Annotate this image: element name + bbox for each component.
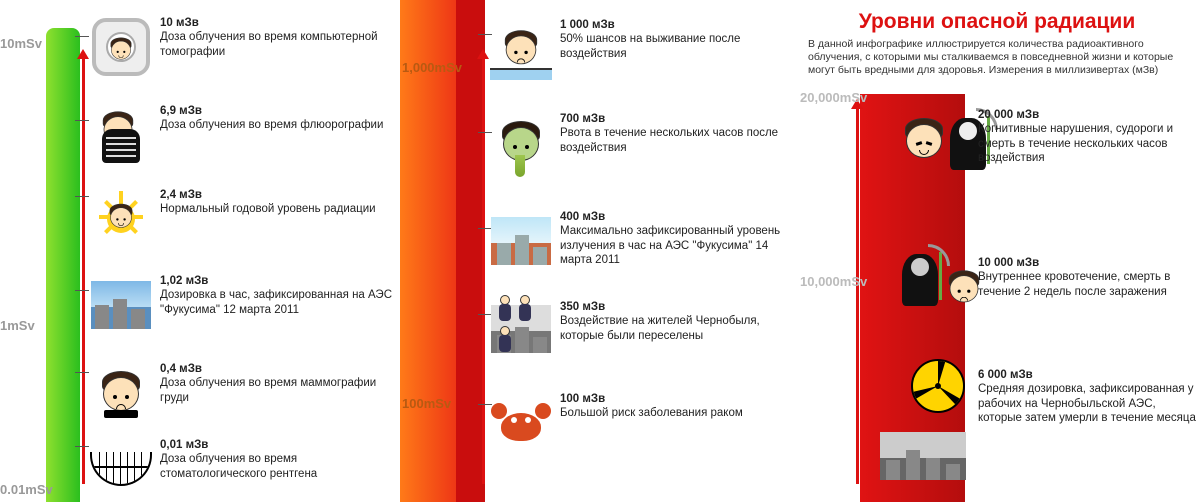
sun-icon	[90, 188, 152, 250]
entry-text: 1,02 мЗвДозировка в час, зафиксированная…	[160, 274, 396, 317]
arrow-up-low	[82, 58, 85, 484]
column-mid: 1,000mSv 100mSv 1 000 мЗв50% шансов на в…	[400, 0, 800, 502]
ct-scan-icon	[90, 16, 152, 78]
tick	[75, 446, 89, 447]
scale-label: 1mSv	[0, 318, 35, 333]
entries-mid: 1 000 мЗв50% шансов на выживание после в…	[490, 0, 796, 502]
scale-label: 1,000mSv	[402, 60, 462, 75]
entry-6000msv: 6 000 мЗвСредняя дозировка, зафиксирован…	[970, 368, 1196, 430]
vomit-icon	[490, 112, 552, 174]
entry-700msv: 700 мЗвРвота в течение нескольких часов …	[490, 112, 796, 174]
entry-text: 350 мЗвВоздействие на жителей Чернобыля,…	[560, 300, 796, 343]
radiation-symbol-icon	[900, 348, 975, 423]
entries-high: 20 000 мЗвКогнитивные нарушения, судорог…	[970, 0, 1196, 502]
entry-text: 20 000 мЗвКогнитивные нарушения, судорог…	[978, 108, 1196, 166]
entries-low: 10 мЗвДоза облучения во время компьютерн…	[90, 0, 396, 502]
crab-icon	[490, 392, 552, 454]
arrow-up-high	[856, 108, 859, 484]
fukushima-plant-icon	[490, 210, 552, 272]
entry-annual: 2,4 мЗвНормальный годовой уровень радиац…	[90, 188, 396, 250]
entry-text: 10 000 мЗвВнутреннее кровотечение, смерт…	[978, 256, 1196, 299]
entry-text: 6 000 мЗвСредняя дозировка, зафиксирован…	[978, 368, 1196, 426]
tick	[75, 372, 89, 373]
entry-text: 2,4 мЗвНормальный годовой уровень радиац…	[160, 188, 376, 217]
column-low: 10mSv 1mSv 0.01mSv 10 мЗвДоза облучения …	[0, 0, 400, 502]
entry-100msv: 100 мЗвБольшой риск заболевания раком	[490, 392, 796, 454]
tick	[75, 120, 89, 121]
entry-1000msv: 1 000 мЗв50% шансов на выживание после в…	[490, 18, 796, 80]
mammography-icon	[90, 362, 152, 424]
scale-label: 100mSv	[402, 396, 451, 411]
arrow-up-mid	[482, 58, 485, 484]
column-high: Уровни опасной радиации В данной инфогра…	[800, 0, 1200, 502]
bed-patient-icon	[490, 18, 552, 80]
entry-text: 100 мЗвБольшой риск заболевания раком	[560, 392, 743, 421]
power-plant-icon	[90, 274, 152, 336]
entry-fukushima-12: 1,02 мЗвДозировка в час, зафиксированная…	[90, 274, 396, 336]
entry-text: 700 мЗвРвота в течение нескольких часов …	[560, 112, 796, 155]
scale-label: 10mSv	[0, 36, 42, 51]
scale-label: 10,000mSv	[800, 274, 867, 289]
xray-chest-icon	[90, 104, 152, 166]
entry-text: 6,9 мЗвДоза облучения во время флюорогра…	[160, 104, 383, 133]
chernobyl-plant-icon	[878, 418, 968, 493]
tick	[75, 36, 89, 37]
scale-bar-mid-shadow	[456, 0, 485, 502]
entry-mammography: 0,4 мЗвДоза облучения во время маммограф…	[90, 362, 396, 424]
infographic: 10mSv 1mSv 0.01mSv 10 мЗвДоза облучения …	[0, 0, 1200, 502]
entry-400msv: 400 мЗвМаксимально зафиксированный урове…	[490, 210, 796, 272]
entry-350msv: 350 мЗвВоздействие на жителей Чернобыля,…	[490, 300, 796, 362]
scale-label: 0.01mSv	[0, 482, 53, 497]
entry-ct-scan: 10 мЗвДоза облучения во время компьютерн…	[90, 16, 396, 78]
entry-text: 0,4 мЗвДоза облучения во время маммограф…	[160, 362, 396, 405]
entry-text: 1 000 мЗв50% шансов на выживание после в…	[560, 18, 796, 61]
entry-text: 10 мЗвДоза облучения во время компьютерн…	[160, 16, 396, 59]
entry-10000msv: 10 000 мЗвВнутреннее кровотечение, смерт…	[970, 256, 1196, 318]
scale-bar-low	[46, 28, 80, 502]
tick	[75, 290, 89, 291]
entry-text: 400 мЗвМаксимально зафиксированный урове…	[560, 210, 796, 268]
teeth-icon	[90, 438, 152, 500]
entry-xray: 6,9 мЗвДоза облучения во время флюорогра…	[90, 104, 396, 166]
entry-text: 0,01 мЗвДоза облучения во время стоматол…	[160, 438, 396, 481]
entry-dental: 0,01 мЗвДоза облучения во время стоматол…	[90, 438, 396, 500]
tick	[75, 196, 89, 197]
chernobyl-residents-icon	[490, 300, 552, 362]
scale-label: 20,000mSv	[800, 90, 867, 105]
entry-20000msv: 20 000 мЗвКогнитивные нарушения, судорог…	[970, 108, 1196, 170]
